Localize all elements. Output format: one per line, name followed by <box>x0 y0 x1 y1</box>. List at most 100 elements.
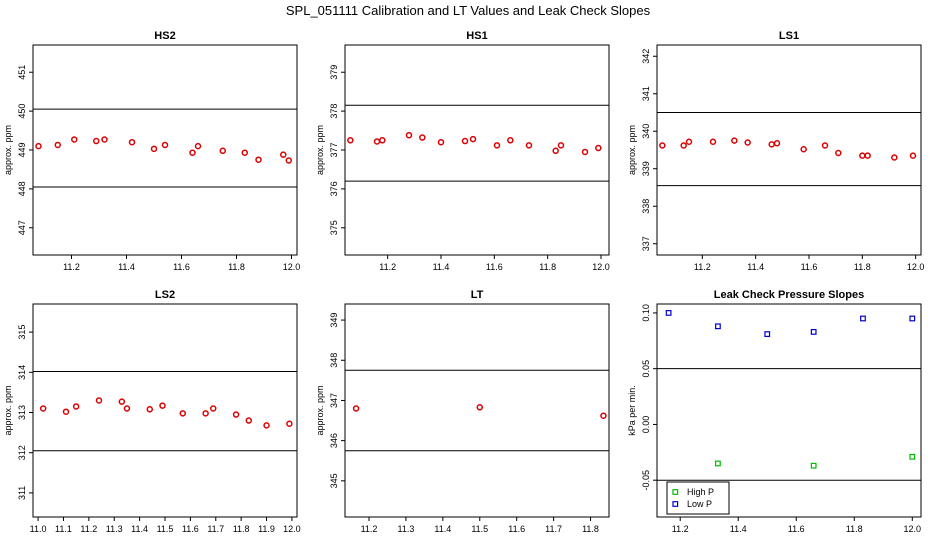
plot-frame <box>32 44 298 256</box>
y-axis-label: approx. ppm <box>627 125 637 175</box>
x-tick-label: 11.6 <box>508 524 525 534</box>
data-point <box>352 405 360 412</box>
data-point <box>128 138 136 146</box>
data-point <box>161 141 169 149</box>
data-point <box>219 147 226 155</box>
x-tick-label: 11.6 <box>801 262 818 272</box>
data-point <box>150 145 158 153</box>
x-tick-label: 11.3 <box>397 524 414 534</box>
x-tick-label: 11.8 <box>539 262 556 272</box>
x-tick-label: 11.1 <box>55 524 72 534</box>
x-tick-label: 12.0 <box>907 262 925 272</box>
data-point <box>891 154 898 161</box>
panel-5: Leak Check Pressure Slopes kPa per min. 11… <box>627 289 922 534</box>
legend-label: High P <box>687 487 714 497</box>
data-point <box>280 151 287 158</box>
data-point-low-p <box>715 323 721 330</box>
y-tick-label: 311 <box>17 486 27 500</box>
y-tick-label: 378 <box>329 104 339 119</box>
data-point <box>101 136 108 143</box>
y-tick-label: 449 <box>17 142 27 157</box>
data-point <box>159 402 166 409</box>
x-tick-label: 11.5 <box>471 524 488 534</box>
x-tick-label: 11.8 <box>846 524 863 534</box>
x-tick-label: 11.6 <box>182 524 199 534</box>
x-tick-label: 11.5 <box>157 524 174 534</box>
y-axis-label: approx. ppm <box>3 125 13 175</box>
data-point <box>773 140 781 147</box>
data-point <box>835 149 842 157</box>
x-tick-label: 11.6 <box>788 524 805 534</box>
x-tick-label: 11.9 <box>258 524 275 534</box>
x-tick-label: 12.0 <box>904 524 922 534</box>
plot-frame <box>656 44 922 256</box>
data-point <box>379 137 386 144</box>
x-tick-label: 11.8 <box>582 524 599 534</box>
data-point <box>581 148 589 156</box>
panel-1: HS1 approx. ppm 11.2 11.4 11.6 11.8 12.0 375 376… <box>315 30 610 272</box>
data-point <box>209 405 217 412</box>
x-tick-label: 11.2 <box>361 524 378 534</box>
data-point <box>347 137 354 144</box>
y-tick-label: 312 <box>17 445 27 460</box>
plot-frame <box>32 303 298 518</box>
y-tick-label: 0.00 <box>641 416 651 434</box>
y-tick-label: 313 <box>17 405 27 420</box>
figure-title: SPL_051111 Calibration and LT Values and… <box>286 3 651 18</box>
data-point <box>263 422 270 429</box>
panel-title: LS1 <box>779 30 799 42</box>
y-tick-label: 0.10 <box>641 304 651 322</box>
y-tick-label: 338 <box>641 199 651 214</box>
data-point <box>373 138 381 145</box>
data-point <box>909 152 917 159</box>
x-tick-label: 12.0 <box>283 524 301 534</box>
data-point <box>800 146 807 153</box>
x-tick-label: 11.6 <box>173 262 190 272</box>
y-tick-label: 0.05 <box>641 360 651 378</box>
x-tick-label: 11.4 <box>118 262 135 272</box>
x-tick-label: 11.3 <box>106 524 123 534</box>
legend-label: Low P <box>687 499 712 509</box>
data-point <box>118 398 126 405</box>
data-point <box>54 141 61 149</box>
data-point-low-p <box>665 310 672 316</box>
data-point <box>123 405 131 412</box>
legend-marker <box>672 489 679 495</box>
x-tick-label: 11.7 <box>207 524 224 534</box>
x-tick-label: 11.4 <box>730 524 747 534</box>
panel-title: LT <box>471 289 484 301</box>
panel-title: HS2 <box>154 30 175 42</box>
y-tick-label: 375 <box>329 220 339 235</box>
y-tick-label: 314 <box>17 365 27 380</box>
y-axis-label: kPa per min. <box>627 385 637 436</box>
y-tick-label: 379 <box>329 65 339 80</box>
x-tick-label: 11.4 <box>434 524 451 534</box>
y-tick-label: 448 <box>17 181 27 196</box>
data-point <box>476 404 484 411</box>
data-point <box>469 135 477 143</box>
data-point <box>189 149 196 156</box>
y-tick-label: 348 <box>329 353 339 368</box>
data-point <box>71 136 78 143</box>
data-point <box>39 405 47 412</box>
data-point <box>419 134 426 141</box>
x-tick-label: 11.7 <box>545 524 562 534</box>
panel-3: LS2 approx. ppm 11.0 11.1 11.2 11.3 11.4 11.5 11… <box>3 289 301 534</box>
data-point-high-p <box>715 460 721 467</box>
y-tick-label: 377 <box>329 142 339 157</box>
y-tick-label: 342 <box>641 49 651 64</box>
data-point <box>731 137 738 144</box>
data-point-low-p <box>764 331 771 338</box>
data-point <box>768 141 775 148</box>
legend-marker <box>672 501 679 507</box>
x-tick-label: 11.2 <box>672 524 689 534</box>
data-point <box>245 417 253 424</box>
legend <box>666 481 730 515</box>
plot-frame <box>656 303 922 518</box>
plot-frame <box>344 303 610 518</box>
data-point <box>202 410 209 417</box>
data-point <box>659 142 666 149</box>
y-tick-label: 341 <box>641 86 651 101</box>
